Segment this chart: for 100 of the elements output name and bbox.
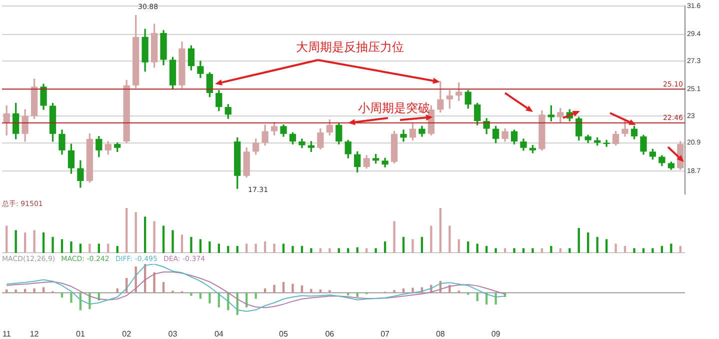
bar	[300, 246, 304, 253]
bar	[52, 236, 54, 253]
bar	[42, 232, 45, 253]
bar	[199, 239, 202, 253]
bar	[374, 248, 377, 253]
bar	[458, 290, 460, 294]
annotation: 小周期是突破	[358, 100, 430, 117]
bar	[6, 290, 8, 294]
bar	[172, 290, 174, 294]
bar	[642, 248, 645, 253]
bar	[282, 244, 285, 253]
bar	[88, 244, 91, 253]
bar	[153, 272, 156, 294]
bar	[14, 290, 17, 294]
x-tick-label: 01	[76, 329, 86, 338]
bar	[60, 239, 64, 253]
bar	[670, 244, 672, 253]
bar	[300, 285, 304, 294]
bar	[208, 292, 211, 304]
bar	[633, 248, 636, 253]
bar	[439, 208, 442, 253]
bar	[393, 290, 396, 294]
bar	[532, 248, 534, 253]
bar	[476, 244, 478, 253]
bar	[24, 232, 26, 253]
bar	[596, 236, 598, 253]
bar	[660, 246, 664, 253]
bar	[310, 248, 312, 253]
bar	[282, 282, 285, 294]
bar	[319, 290, 322, 294]
bar	[328, 248, 331, 253]
x-tick-label: 05	[279, 329, 289, 338]
bar	[116, 288, 118, 294]
bar	[70, 292, 72, 303]
x-tick-label: 04	[214, 329, 224, 338]
bar	[485, 246, 488, 253]
bar	[587, 232, 590, 253]
bar	[162, 226, 165, 253]
bar	[467, 241, 470, 253]
bar	[347, 292, 350, 296]
x-tick-label: 09	[491, 329, 501, 338]
bar	[33, 230, 36, 253]
bar	[402, 288, 405, 294]
bar	[254, 244, 257, 253]
bar	[412, 239, 414, 253]
bar	[578, 228, 580, 253]
bar	[42, 287, 45, 294]
bar	[605, 239, 608, 253]
bar	[494, 292, 497, 305]
x-tick-label: 02	[122, 329, 132, 338]
bar	[264, 241, 266, 253]
x-tick-label: 08	[436, 329, 446, 338]
bar	[328, 290, 331, 294]
x-tick-label: 07	[380, 329, 390, 338]
bar	[144, 216, 146, 253]
bar	[14, 230, 17, 253]
bar	[292, 246, 294, 253]
bar	[476, 292, 478, 302]
bar	[420, 236, 424, 253]
bar	[79, 244, 82, 253]
x-tick-label: 12	[30, 329, 40, 338]
bar	[126, 208, 128, 253]
bar	[338, 248, 340, 253]
bar	[513, 248, 516, 253]
bar	[107, 244, 110, 253]
bar	[402, 236, 405, 253]
bar	[614, 244, 617, 253]
bar	[679, 246, 682, 253]
bar	[458, 239, 460, 253]
bar	[236, 246, 238, 253]
bar	[550, 246, 552, 253]
bar	[33, 288, 36, 294]
bar	[467, 292, 470, 295]
bar	[568, 248, 571, 253]
bar	[384, 241, 386, 253]
bar	[116, 246, 118, 253]
bar	[624, 246, 626, 253]
bar	[190, 236, 192, 253]
bar	[504, 248, 506, 253]
x-tick-label: 11	[2, 329, 12, 338]
bar	[430, 226, 432, 253]
bar	[652, 248, 654, 253]
bar	[180, 234, 184, 253]
bar	[310, 288, 312, 294]
bar	[494, 248, 497, 253]
bar	[134, 212, 137, 253]
bar	[24, 288, 26, 294]
bar	[153, 221, 156, 253]
bar	[246, 244, 248, 253]
bar	[98, 244, 100, 253]
bar	[172, 230, 174, 253]
x-tick-label: 03	[168, 329, 178, 338]
bar	[227, 246, 230, 253]
bar	[273, 284, 276, 294]
bar	[448, 226, 451, 253]
annotation: 大周期是反抽压力位	[296, 39, 404, 56]
bar	[347, 248, 350, 253]
bar	[254, 292, 257, 299]
x-tick-label: 06	[325, 329, 335, 338]
bar	[393, 221, 396, 253]
